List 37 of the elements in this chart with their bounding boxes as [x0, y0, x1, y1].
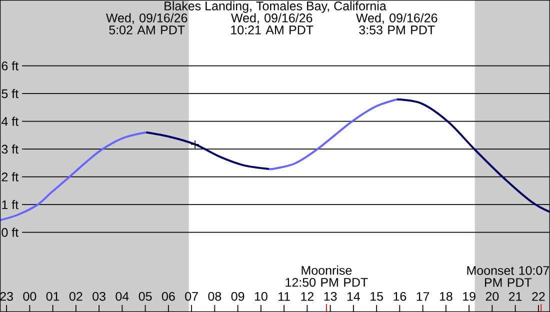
- x-tick-label: 05: [138, 292, 152, 301]
- x-tick-label: 17: [416, 292, 430, 301]
- x-tick-label: 10: [254, 292, 268, 301]
- x-tick-label: 08: [208, 292, 222, 301]
- x-tick-label: 02: [69, 292, 82, 301]
- annotation: Wed, 09/16/26 3:53 PM PDT: [356, 13, 438, 34]
- y-tick-label: 1 ft: [2, 200, 18, 210]
- y-tick-label: 2 ft: [2, 172, 18, 182]
- x-tick-label: 04: [116, 292, 129, 301]
- x-tick-label: 20: [486, 292, 499, 301]
- x-tick-label: 12: [301, 292, 314, 301]
- x-tick-label: 23: [0, 292, 13, 301]
- x-tick-label: 14: [347, 292, 360, 301]
- x-tick-label: 15: [370, 292, 383, 301]
- x-tick-label: 19: [463, 292, 476, 301]
- y-tick-label: 6 ft: [2, 61, 18, 70]
- annotation: Wed, 09/16/26 5:02 AM PDT: [106, 13, 188, 34]
- y-tick-label: 3 ft: [2, 144, 18, 154]
- x-tick-label: 22: [532, 292, 545, 301]
- x-tick-label: 03: [92, 292, 106, 301]
- y-tick-label: 0 ft: [2, 228, 18, 237]
- x-tick-label: 13: [324, 292, 337, 301]
- x-tick-label: 06: [162, 292, 175, 301]
- annotation: Wed, 09/16/26 10:21 AM PDT: [231, 13, 314, 34]
- x-tick-label: 18: [440, 292, 452, 301]
- ref-line-label: Moonset 10:07 PM PDT: [467, 266, 549, 287]
- y-tick-label: 4 ft: [1, 116, 18, 126]
- x-tick-label: 07: [185, 292, 198, 301]
- x-tick-label: 11: [278, 292, 290, 301]
- x-tick-label: 16: [394, 292, 406, 301]
- x-tick-label: 01: [46, 292, 60, 301]
- x-tick-label: 00: [23, 292, 36, 301]
- y-tick-label: 5 ft: [2, 88, 18, 98]
- chart-title: Blakes Landing, Tomales Bay, California: [164, 1, 386, 13]
- x-tick-label: 09: [231, 292, 244, 301]
- ref-line-label: Moonrise 12:50 PM PDT: [286, 266, 368, 287]
- x-tick-label: 21: [508, 292, 522, 301]
